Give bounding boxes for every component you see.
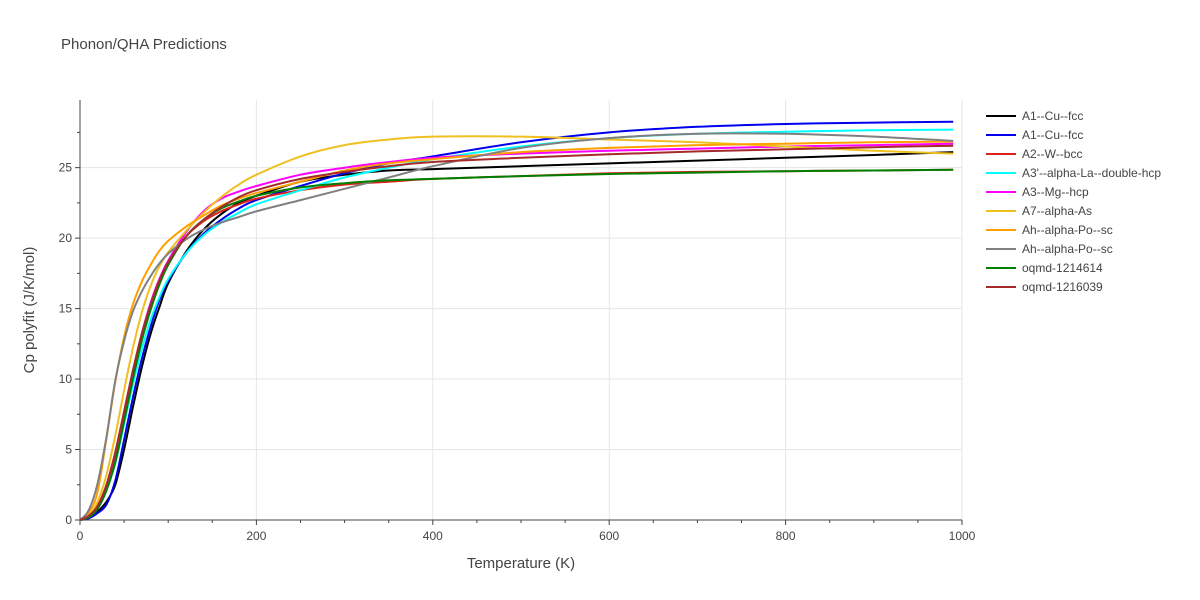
legend-item[interactable]: Ah--alpha-Po--sc bbox=[986, 220, 1161, 239]
series-line-3 bbox=[79, 128, 954, 521]
y-tick-label: 10 bbox=[59, 372, 73, 386]
legend-label: Ah--alpha-Po--sc bbox=[1022, 222, 1113, 237]
y-tick-label: 5 bbox=[65, 443, 72, 457]
y-tick-label: 0 bbox=[65, 513, 72, 527]
y-tick-label: 15 bbox=[59, 302, 73, 316]
legend-label: A2--W--bcc bbox=[1022, 146, 1083, 161]
legend-label: oqmd-1214614 bbox=[1022, 260, 1103, 275]
x-axis-label: Temperature (K) bbox=[467, 555, 575, 572]
series-line-7 bbox=[79, 132, 954, 521]
legend-item[interactable]: A3--Mg--hcp bbox=[986, 182, 1161, 201]
series-line-8 bbox=[79, 168, 954, 521]
legend-item[interactable]: A7--alpha-As bbox=[986, 201, 1161, 220]
legend-swatch bbox=[986, 190, 1016, 193]
x-tick-label: 0 bbox=[77, 529, 84, 543]
legend-swatch bbox=[986, 228, 1016, 231]
legend-swatch bbox=[986, 247, 1016, 250]
legend: A1--Cu--fcc A1--Cu--fcc A2--W--bcc A3'--alp… bbox=[986, 106, 1161, 296]
legend-label: oqmd-1216039 bbox=[1022, 279, 1103, 294]
series-line-5 bbox=[79, 135, 954, 521]
legend-swatch bbox=[986, 266, 1016, 269]
legend-item[interactable]: A3'--alpha-La--double-hcp bbox=[986, 163, 1161, 182]
tick-labels: 0 200 400 600 800 1000 0 5 10 15 20 25 bbox=[59, 161, 976, 543]
series-line-6 bbox=[79, 140, 954, 521]
legend-item[interactable]: oqmd-1214614 bbox=[986, 258, 1161, 277]
y-axis-label: Cp polyfit (J/K/mol) bbox=[21, 247, 38, 374]
legend-label: A7--alpha-As bbox=[1022, 203, 1093, 218]
x-tick-label: 600 bbox=[599, 529, 619, 543]
legend-swatch bbox=[986, 285, 1016, 288]
legend-swatch bbox=[986, 171, 1016, 174]
legend-swatch bbox=[986, 209, 1016, 212]
grid-lines bbox=[80, 100, 963, 520]
legend-item[interactable]: A1--Cu--fcc bbox=[986, 106, 1161, 125]
series-line-0 bbox=[79, 151, 954, 521]
legend-label: A3'--alpha-La--double-hcp bbox=[1022, 165, 1162, 180]
x-tick-label: 1000 bbox=[949, 529, 976, 543]
legend-swatch bbox=[986, 152, 1016, 155]
legend-item[interactable]: Ah--alpha-Po--sc bbox=[986, 239, 1161, 258]
series-line-9 bbox=[79, 144, 954, 521]
x-tick-label: 200 bbox=[246, 529, 266, 543]
x-tick-label: 800 bbox=[776, 529, 796, 543]
y-tick-label: 20 bbox=[59, 231, 73, 245]
legend-swatch bbox=[986, 114, 1016, 117]
legend-label: A1--Cu--fcc bbox=[1022, 127, 1084, 142]
y-tick-label: 25 bbox=[59, 161, 73, 175]
legend-item[interactable]: A2--W--bcc bbox=[986, 144, 1161, 163]
axes bbox=[75, 100, 963, 525]
legend-label: Ah--alpha-Po--sc bbox=[1022, 241, 1113, 256]
legend-label: A1--Cu--fcc bbox=[1022, 108, 1084, 123]
legend-label: A3--Mg--hcp bbox=[1022, 184, 1089, 199]
series-line-4 bbox=[79, 142, 954, 521]
x-tick-label: 400 bbox=[423, 529, 443, 543]
series-line-1 bbox=[79, 120, 954, 521]
series-lines bbox=[79, 120, 954, 521]
chart-title: Phonon/QHA Predictions bbox=[61, 36, 227, 53]
legend-swatch bbox=[986, 133, 1016, 136]
legend-item[interactable]: oqmd-1216039 bbox=[986, 277, 1161, 296]
legend-item[interactable]: A1--Cu--fcc bbox=[986, 125, 1161, 144]
